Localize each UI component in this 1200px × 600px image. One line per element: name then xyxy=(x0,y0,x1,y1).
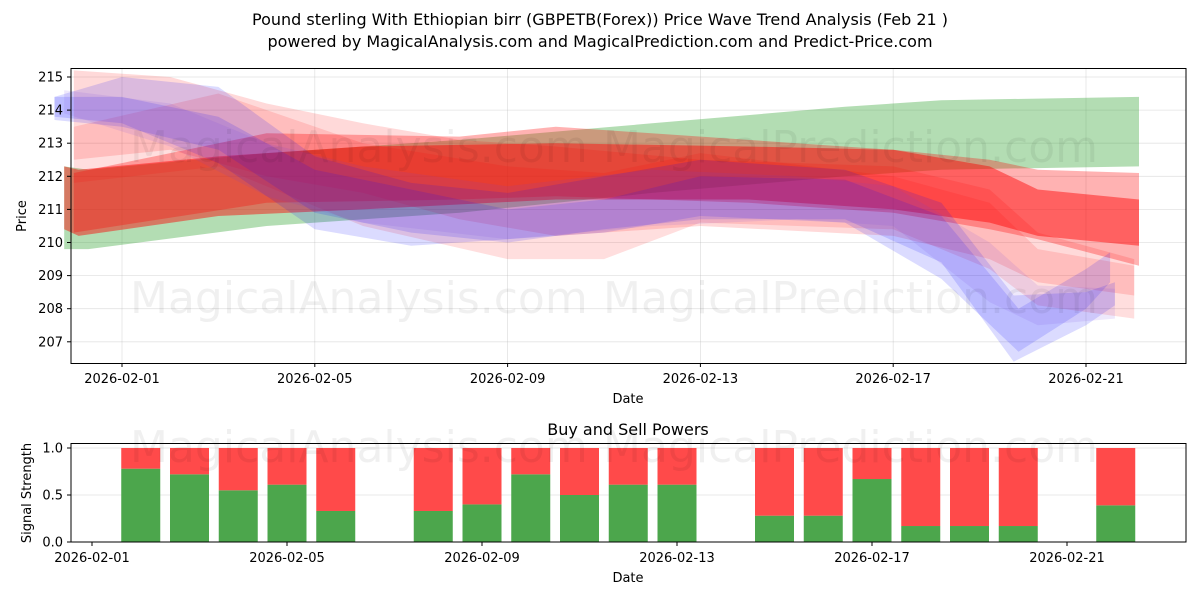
watermark-left-top: MagicalAnalysis.com xyxy=(130,122,588,173)
sell-bar xyxy=(901,448,941,527)
sell-bar xyxy=(657,448,697,485)
price-y-tick: 207 xyxy=(38,335,63,350)
sell-bar xyxy=(560,448,599,495)
price-bands xyxy=(54,70,1140,362)
buy-bar xyxy=(950,526,989,542)
price-chart: MagicalAnalysis.com MagicalPrediction.co… xyxy=(15,68,1187,407)
chart-subtitle: powered by MagicalAnalysis.com and Magic… xyxy=(267,32,933,51)
blue-band-2 xyxy=(54,96,1111,352)
pink-band-1 xyxy=(73,70,1135,296)
buy-bar xyxy=(755,515,794,542)
sell-bar xyxy=(852,448,892,480)
price-x-axis: 2026-02-01 2026-02-05 2026-02-09 2026-02-13… xyxy=(84,363,1124,387)
chart-title: Pound sterling With Ethiopian birr (GBPE… xyxy=(251,10,949,29)
price-x-tick: 2026-02-21 xyxy=(1048,372,1124,387)
buy-bar xyxy=(218,490,258,542)
price-x-tick: 2026-02-13 xyxy=(663,372,739,387)
buy-bar xyxy=(267,484,307,542)
purple-band xyxy=(64,90,1115,326)
power-x-tick: 2026-02-17 xyxy=(834,551,910,566)
buy-bar xyxy=(852,479,892,542)
buy-bar xyxy=(608,484,648,542)
price-x-tick: 2026-02-01 xyxy=(84,372,160,387)
power-y-tick: 0.0 xyxy=(42,536,63,551)
price-y-axis: 207 208 209 210 211 212 213 214 215 xyxy=(38,71,71,350)
watermark-left-bottom: MagicalAnalysis.com xyxy=(130,422,588,473)
red-band-main xyxy=(64,143,1140,246)
buy-bar xyxy=(901,526,941,542)
buy-bar xyxy=(998,526,1038,542)
price-y-tick: 213 xyxy=(38,137,63,152)
buy-bar xyxy=(657,484,697,542)
price-y-tick: 211 xyxy=(38,203,63,218)
green-trend-band xyxy=(64,96,1140,250)
sell-bar xyxy=(755,448,794,516)
pink-band-2 xyxy=(73,93,1135,319)
buy-bar xyxy=(803,515,843,542)
sell-bar xyxy=(316,448,356,511)
watermark-right-top: MagicalPrediction.com xyxy=(603,122,1098,173)
price-y-tick: 212 xyxy=(38,170,63,185)
sell-bar xyxy=(462,448,502,505)
sell-bar xyxy=(218,448,258,491)
power-x-axis: 2026-02-01 2026-02-05 2026-02-09 2026-02-13… xyxy=(54,542,1105,566)
sell-bar xyxy=(121,448,161,469)
power-x-tick: 2026-02-13 xyxy=(639,551,715,566)
buy-bar xyxy=(1096,505,1136,542)
price-plot-frame xyxy=(70,68,1187,364)
buy-sell-title: Buy and Sell Powers xyxy=(547,420,709,439)
watermark-left-mid: MagicalAnalysis.com xyxy=(130,273,588,324)
price-x-tick: 2026-02-09 xyxy=(470,372,546,387)
sell-bar xyxy=(608,448,648,485)
buy-bar xyxy=(316,510,356,542)
power-y-axis: 0.0 0.5 1.0 xyxy=(42,442,71,551)
red-band-2 xyxy=(73,126,1139,266)
buy-bar xyxy=(462,504,502,542)
buy-bar xyxy=(511,474,551,542)
sell-bar xyxy=(803,448,843,516)
power-y-tick: 1.0 xyxy=(42,442,63,457)
watermark-right-mid: MagicalPrediction.com xyxy=(603,273,1098,324)
power-y-axis-label: Signal Strength xyxy=(20,443,35,543)
watermark-right-bottom: MagicalPrediction.com xyxy=(603,422,1098,473)
power-y-tick: 0.5 xyxy=(42,489,63,504)
power-x-tick: 2026-02-21 xyxy=(1029,551,1105,566)
buy-bar xyxy=(121,468,161,542)
power-x-axis-label: Date xyxy=(612,571,643,586)
sell-bar xyxy=(413,448,453,511)
power-x-tick: 2026-02-09 xyxy=(444,551,520,566)
buy-bar xyxy=(170,474,209,542)
buy-bar xyxy=(560,495,599,542)
power-bars xyxy=(121,448,1136,542)
power-x-tick: 2026-02-01 xyxy=(54,551,130,566)
price-y-tick: 209 xyxy=(38,269,63,284)
sell-bar xyxy=(267,448,307,485)
price-x-axis-label: Date xyxy=(612,392,643,407)
price-y-axis-label: Price xyxy=(15,200,30,232)
power-x-tick: 2026-02-05 xyxy=(249,551,325,566)
price-y-tick: 210 xyxy=(38,236,63,251)
sell-bar xyxy=(950,448,989,527)
power-plot-frame xyxy=(70,443,1187,543)
price-x-tick: 2026-02-05 xyxy=(277,372,353,387)
blue-band-1 xyxy=(54,77,1115,362)
price-y-tick: 214 xyxy=(38,104,63,119)
sell-bar xyxy=(1096,448,1136,506)
buy-sell-chart: Buy and Sell Powers MagicalAnalysis.com … xyxy=(20,420,1187,586)
price-x-tick: 2026-02-17 xyxy=(855,372,931,387)
price-y-tick: 215 xyxy=(38,71,63,86)
buy-bar xyxy=(413,510,453,542)
price-grid xyxy=(71,68,1186,363)
sell-bar xyxy=(170,448,209,475)
price-y-tick: 208 xyxy=(38,302,63,317)
sell-bar xyxy=(998,448,1038,527)
sell-bar xyxy=(511,448,551,475)
